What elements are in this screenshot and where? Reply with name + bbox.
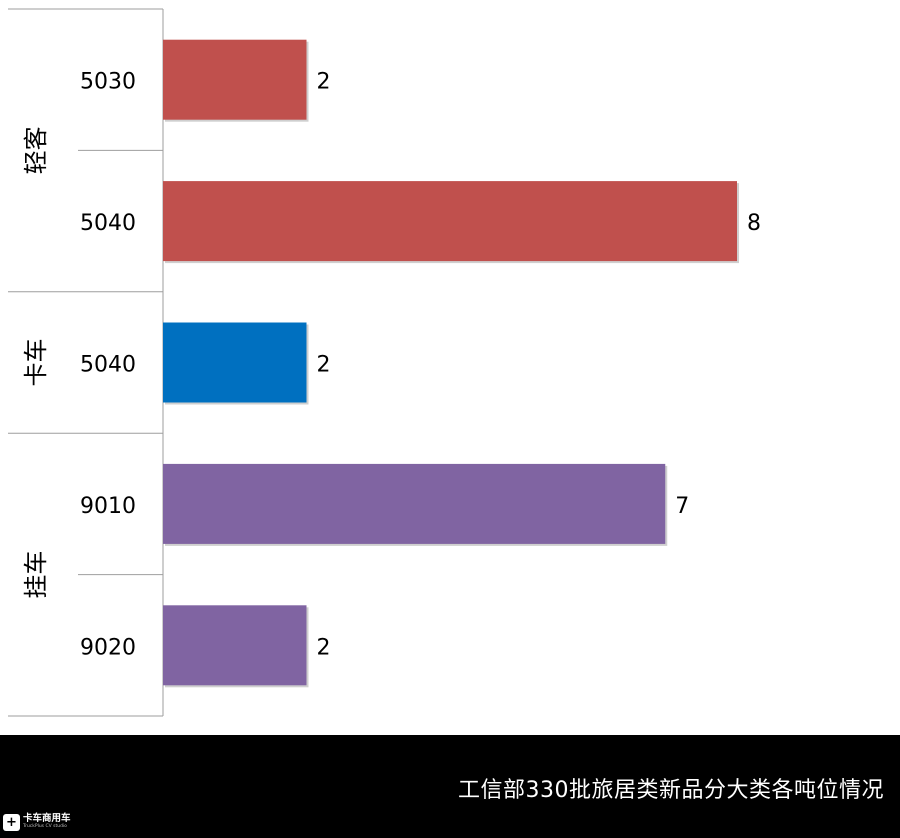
bar (163, 181, 737, 262)
bar (163, 322, 307, 403)
group-label: 卡车 (22, 339, 50, 387)
chart-caption: 工信部330批旅居类新品分大类各吨位情况 (458, 778, 884, 803)
bar-chart: 5030 2 5040 8 轻客 5040 2 卡车 9010 7 9020 2 挂车 (8, 8, 761, 717)
data-label: 7 (675, 494, 689, 519)
logo-subtitle: TruckPlus CV studio (23, 823, 67, 829)
data-label: 2 (317, 353, 331, 378)
data-label: 2 (317, 70, 331, 95)
bar (163, 463, 666, 544)
group-label: 轻客 (22, 126, 50, 174)
category-tick-label: 5040 (80, 353, 136, 378)
bar (163, 605, 307, 686)
logo-mark-icon: + (3, 814, 20, 831)
category-tick-label: 9010 (80, 494, 136, 519)
category-tick-label: 5040 (80, 211, 136, 236)
caption-bar: 工信部330批旅居类新品分大类各吨位情况 + 卡车商用车 TruckPlus C… (0, 735, 900, 838)
logo-name: 卡车商用车 (23, 813, 71, 824)
group-label: 挂车 (22, 551, 50, 599)
category-tick-label: 5030 (80, 70, 136, 95)
bar (163, 39, 307, 120)
data-label: 2 (317, 635, 331, 660)
brand-logo: + 卡车商用车 TruckPlus CV studio (3, 814, 93, 834)
data-label: 8 (747, 211, 761, 236)
category-tick-label: 9020 (80, 635, 136, 660)
